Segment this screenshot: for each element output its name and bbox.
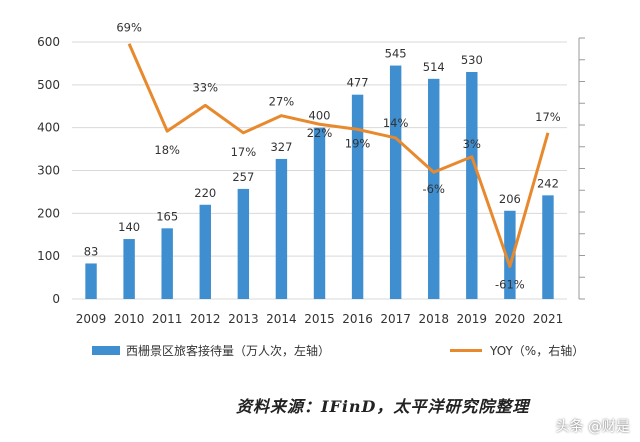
bar — [161, 228, 173, 299]
bar-data-label: 400 — [309, 109, 331, 123]
y-tick-label: 100 — [37, 249, 60, 263]
legend-bar-label: 西栅景区旅客接待量（万人次，左轴） — [126, 344, 331, 358]
bar — [542, 195, 554, 299]
x-tick-label: 2016 — [342, 312, 373, 326]
y-tick-label: 500 — [37, 78, 60, 92]
bar — [123, 239, 135, 299]
y-tick-label: 400 — [37, 121, 60, 135]
bar-data-label: 514 — [423, 60, 445, 74]
line-data-label: 18% — [154, 143, 180, 157]
x-tick-label: 2020 — [495, 312, 526, 326]
y-tick-label: 200 — [37, 206, 60, 220]
x-tick-label: 2014 — [266, 312, 297, 326]
line-data-label: 3% — [463, 137, 481, 151]
bar — [237, 188, 250, 299]
watermark: 头条 @财是 — [555, 419, 630, 435]
x-tick-label: 2009 — [76, 312, 107, 326]
bar — [85, 263, 97, 299]
bar — [389, 65, 402, 299]
legend-bar-swatch — [92, 346, 120, 355]
x-tick-label: 2021 — [533, 312, 564, 326]
x-tick-label: 2013 — [228, 312, 259, 326]
bar — [466, 71, 478, 299]
legend-line-label: YOY（%，右轴） — [490, 344, 585, 358]
x-tick-label: 2012 — [190, 312, 221, 326]
legend: 西栅景区旅客接待量（万人次，左轴） YOY（%，右轴） — [92, 342, 584, 359]
bar-data-label: 206 — [499, 192, 521, 206]
line-data-label: 27% — [269, 95, 295, 109]
bar — [275, 158, 288, 299]
y-tick-label: 600 — [37, 35, 60, 49]
y-tick-label: 300 — [37, 164, 60, 178]
x-tick-label: 2011 — [152, 312, 183, 326]
bar — [199, 204, 211, 299]
x-tick-label: 2018 — [418, 312, 449, 326]
legend-line-swatch — [450, 349, 483, 352]
source-note: 资料来源：IFinD，太平洋研究院整理 — [236, 397, 530, 416]
bar-data-label: 257 — [232, 170, 254, 184]
line-data-label: 17% — [231, 145, 257, 159]
bar-data-label: 545 — [385, 47, 407, 61]
bar — [504, 210, 516, 299]
line-data-label: 19% — [345, 136, 371, 150]
bar — [428, 78, 440, 299]
bar — [313, 127, 326, 300]
bar-data-label: 165 — [156, 209, 178, 223]
x-tick-label: 2019 — [457, 312, 488, 326]
yoy-line — [127, 43, 550, 268]
line-data-label: 33% — [192, 80, 218, 94]
bar-data-label: 530 — [461, 53, 483, 67]
x-tick-label: 2015 — [304, 312, 335, 326]
bar-data-label: 83 — [84, 244, 99, 258]
line-data-label: -61% — [495, 277, 525, 291]
bar — [351, 94, 364, 299]
line-data-label: 14% — [383, 116, 409, 130]
x-tick-label: 2017 — [380, 312, 411, 326]
bar-data-label: 140 — [118, 220, 140, 234]
y-tick-label: 0 — [52, 292, 60, 306]
line-data-label: 17% — [535, 110, 561, 124]
bar-data-label: 220 — [194, 186, 216, 200]
bar-data-label: 477 — [347, 76, 369, 90]
line-data-label: 22% — [307, 126, 333, 140]
bar-data-label: 242 — [537, 176, 559, 190]
line-data-label: -6% — [423, 182, 445, 196]
bar-data-label: 327 — [270, 140, 292, 154]
x-tick-label: 2010 — [114, 312, 145, 326]
line-data-label: 69% — [116, 21, 142, 35]
